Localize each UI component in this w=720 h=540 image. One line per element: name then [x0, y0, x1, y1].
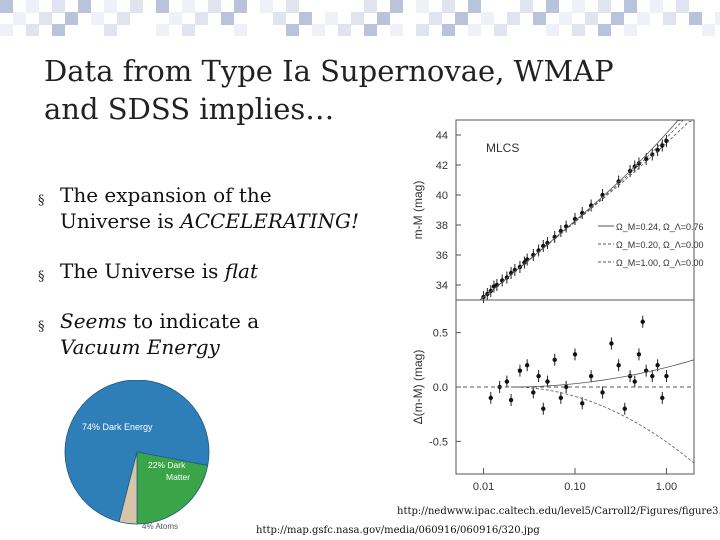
y-tick-label: 36 [436, 250, 448, 262]
data-point [655, 363, 659, 367]
data-point [633, 379, 637, 383]
y-tick-label: 0.5 [433, 328, 448, 340]
bullet-text: The Universe is [60, 259, 225, 283]
legend-entry: Ω_M=1.00, Ω_Λ=0.00 [616, 258, 704, 268]
bullet-emphasis: Seems [60, 309, 127, 333]
top-panel: 34 36 38 40 42 44 m-M (mag) MLCS Ω_M=0.24, Ω_Λ=0… [411, 120, 704, 303]
data-point [505, 379, 509, 383]
data-point [536, 374, 540, 378]
y-tick-label: 0.0 [433, 382, 448, 394]
bullet-emphasis: ACCELERATING! [180, 209, 359, 233]
legend-entry: Ω_M=0.20, Ω_Λ=0.00 [616, 240, 704, 250]
pie-label: 22% Dark [148, 460, 186, 470]
image-credit: http://nedwww.ipac.caltech.edu/level5/Ca… [397, 506, 720, 517]
data-point [545, 379, 549, 383]
pie-label: 74% Dark Energy [82, 422, 153, 432]
data-point [518, 368, 522, 372]
data-point [489, 396, 493, 400]
data-point [650, 374, 654, 378]
y-tick-label: 34 [436, 280, 448, 292]
data-point [641, 320, 645, 324]
data-point [637, 352, 641, 356]
pie-label: Matter [166, 472, 190, 482]
data-point [509, 398, 513, 402]
y-axis-label: Δ(m-M) (mag) [411, 350, 425, 425]
legend-entry: Ω_M=0.24, Ω_Λ=0.76 [616, 222, 704, 232]
data-point [616, 363, 620, 367]
chart-annotation: MLCS [486, 141, 519, 155]
image-credit: http://map.gsfc.nasa.gov/media/060916/06… [256, 525, 540, 536]
bullet-marker: § [38, 264, 45, 290]
y-tick-label: -0.5 [429, 436, 448, 448]
bullet-marker: § [38, 314, 45, 340]
title-line: Data from Type Ia Supernovae, WMAP [44, 52, 684, 90]
pie-label: 4% Atoms [142, 522, 178, 530]
data-point [589, 374, 593, 378]
data-point [660, 396, 664, 400]
data-point [531, 390, 535, 394]
decorative-checker-banner [0, 0, 720, 36]
x-tick-label: 1.00 [656, 481, 677, 493]
data-point [559, 396, 563, 400]
y-axis-label: m-M (mag) [411, 181, 425, 240]
supernova-hubble-chart: 34 36 38 40 42 44 m-M (mag) MLCS Ω_M=0.24, Ω_Λ=0… [408, 112, 704, 504]
bullet-text: to indicate a [127, 309, 260, 333]
y-tick-label: 42 [436, 160, 448, 172]
data-point [525, 363, 529, 367]
y-tick-label: 44 [436, 130, 448, 142]
universe-composition-pie: 74% Dark Energy 22% Dark Matter 4% Atoms [62, 380, 252, 530]
data-point [541, 407, 545, 411]
x-tick-label: 0.10 [564, 481, 585, 493]
bullet-text: Universe is [60, 209, 180, 233]
bullet-text: The expansion of the [60, 183, 272, 207]
y-tick-label: 38 [436, 220, 448, 232]
data-point [600, 390, 604, 394]
data-point [623, 407, 627, 411]
data-point [609, 341, 613, 345]
data-point [664, 374, 668, 378]
data-point [580, 401, 584, 405]
bullet-marker: § [38, 188, 45, 214]
bullet-emphasis: Vacuum Energy [60, 335, 220, 359]
bullet-emphasis: flat [225, 259, 258, 283]
bottom-panel: -0.5 0.0 0.5 Δ(m-M) (mag) 0.01 0.10 1.00 [411, 300, 694, 493]
x-tick-label: 0.01 [473, 481, 494, 493]
data-point [573, 352, 577, 356]
y-tick-label: 40 [436, 190, 448, 202]
data-point [553, 358, 557, 362]
